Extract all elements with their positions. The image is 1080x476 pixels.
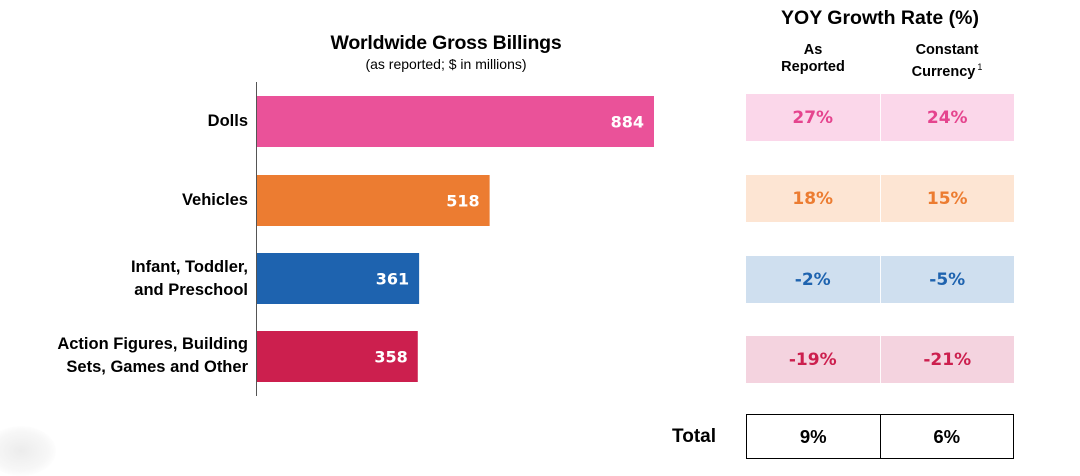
category-label-action-figures: Action Figures, Building Sets, Games and… (57, 333, 248, 379)
total-row: 9% 6% (746, 414, 1014, 459)
growth-row-vehicles: 18% 15% (746, 175, 1014, 222)
total-label: Total (672, 426, 716, 447)
category-label-infant-line1: Infant, Toddler, (130, 258, 248, 276)
growth-cell-constant-currency: 24% (879, 94, 1015, 141)
category-label-vehicles-line1: Vehicles (181, 191, 248, 209)
chart-subtitle: (as reported; $ in millions) (365, 56, 527, 72)
category-label-action-line1: Action Figures, Building (57, 335, 248, 353)
category-label-vehicles: Vehicles (182, 189, 248, 212)
total-constant-currency: 6% (879, 415, 1014, 458)
as-reported-header: As Reported (746, 42, 880, 76)
growth-cell-constant-currency: -21% (879, 336, 1015, 383)
footnote-marker: 1 (977, 62, 983, 72)
category-label-infant-line2: and Preschool (134, 281, 248, 299)
growth-row-infant-toddler-preschool: -2% -5% (746, 256, 1014, 303)
as-reported-header-line1: As (803, 42, 823, 58)
category-label-infant-toddler-preschool: Infant, Toddler, and Preschool (131, 256, 248, 302)
bar-action-figures (257, 331, 418, 382)
growth-row-action-figures: -19% -21% (746, 336, 1014, 383)
category-label-dolls-line1: Dolls (207, 112, 248, 130)
category-label-dolls: Dolls (208, 110, 248, 133)
as-reported-header-line2: Reported (781, 59, 845, 75)
growth-cell-as-reported: -19% (788, 349, 837, 370)
bar-chart: 884 518 361 358 (256, 82, 654, 396)
constant-currency-header-line1: Constant (915, 42, 979, 58)
chart-title: Worldwide Gross Billings (330, 32, 562, 54)
total-as-reported: 9% (799, 425, 827, 447)
growth-cell-as-reported: 27% (792, 107, 834, 128)
growth-cell-constant-currency: 15% (879, 175, 1015, 222)
constant-currency-header: Constant Currency 1 (880, 42, 1014, 81)
bar-value-label-dolls: 884 (611, 113, 644, 132)
bar-value-label-vehicles: 518 (446, 192, 479, 211)
bar-infant-toddler-preschool (257, 253, 420, 304)
constant-currency-header-line2: Currency 1 (911, 62, 983, 80)
bar-value-label-action-figures: 358 (374, 348, 407, 367)
bar-value-label-infant-toddler-preschool: 361 (376, 270, 409, 289)
growth-cell-as-reported: 18% (792, 188, 834, 209)
category-label-action-line2: Sets, Games and Other (66, 358, 248, 376)
growth-cell-constant-currency: -5% (879, 256, 1015, 303)
growth-cell-as-reported: -2% (794, 269, 831, 290)
growth-row-dolls: 27% 24% (746, 94, 1014, 141)
bar-dolls (257, 96, 654, 147)
yoy-growth-title: YOY Growth Rate (%) (781, 7, 979, 29)
bar-vehicles (257, 175, 490, 226)
